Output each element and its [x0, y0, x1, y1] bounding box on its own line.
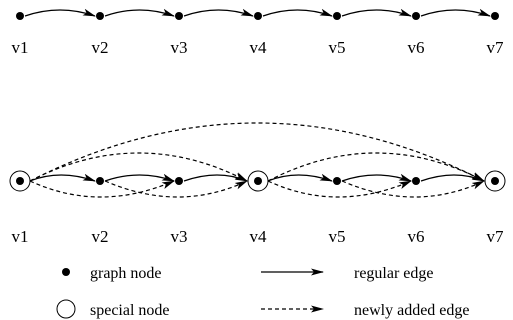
- node-v7: [491, 177, 499, 185]
- node-v5: [333, 177, 341, 185]
- edge-v5-v6: [341, 8, 412, 17]
- node-label-v3: v3: [171, 38, 188, 57]
- legend-special-node-icon: [56, 299, 76, 319]
- node-v2: [96, 12, 104, 20]
- new-edge-v4-v6: [267, 180, 412, 198]
- node-v4: [254, 12, 262, 20]
- special-ring-v7: [484, 170, 506, 192]
- node-label-v5: v5: [329, 227, 346, 246]
- node-label-v4: v4: [250, 38, 268, 57]
- edge-v3-v4: [183, 8, 254, 17]
- node-label-v6: v6: [408, 227, 425, 246]
- new-edge-v2-v4: [104, 180, 248, 198]
- legend-graph-node-icon: [62, 268, 70, 276]
- node-label-v1: v1: [12, 227, 29, 246]
- node-v7: [491, 12, 499, 20]
- special-ring-v4: [247, 170, 269, 192]
- node-label-v6: v6: [408, 38, 425, 57]
- augmented-chain-graph: v1 v2 v3 v4 v5 v6 v7: [9, 122, 506, 246]
- node-label-v2: v2: [92, 38, 109, 57]
- edge-v1-v2: [24, 8, 96, 17]
- edge-v1-v2: [29, 173, 96, 182]
- legend-graph-node-label: graph node: [90, 265, 162, 282]
- node-v3: [175, 177, 183, 185]
- legend-regular-edge-label: regular edge: [354, 265, 434, 282]
- node-v5: [333, 12, 341, 20]
- node-label-v7: v7: [487, 227, 505, 246]
- edge-v4-v5: [267, 173, 333, 182]
- node-label-v7: v7: [487, 38, 505, 57]
- node-label-v3: v3: [171, 227, 188, 246]
- edge-v5-v6: [341, 173, 412, 182]
- node-v6: [412, 177, 420, 185]
- edge-v2-v3: [104, 8, 175, 17]
- node-label-v2: v2: [92, 227, 109, 246]
- node-label-v4: v4: [250, 227, 268, 246]
- special-ring-v1: [9, 170, 31, 192]
- edge-v6-v7: [420, 8, 491, 17]
- original-chain-graph: v1 v2 v3 v4 v5 v6 v7: [12, 8, 505, 57]
- node-label-v1: v1: [12, 38, 29, 57]
- legend-special-node-label: special node: [90, 302, 170, 319]
- new-edge-v5-v7: [341, 180, 485, 198]
- new-edge-v1-v4: [29, 152, 248, 182]
- node-v6: [412, 12, 420, 20]
- node-v1: [16, 177, 24, 185]
- legend: graph node special node regular edge new…: [56, 265, 470, 319]
- legend-new-edge-label: newly added edge: [354, 302, 470, 319]
- new-edge-v4-v7: [267, 152, 485, 182]
- edge-v3-v4: [183, 173, 248, 182]
- node-label-v5: v5: [329, 38, 346, 57]
- node-v2: [96, 177, 104, 185]
- new-edge-v1-v7: [29, 122, 485, 182]
- new-edge-v1-v3: [29, 180, 175, 198]
- edge-v4-v5: [262, 8, 333, 17]
- node-v1: [16, 12, 24, 20]
- node-v4: [254, 177, 262, 185]
- edge-v2-v3: [104, 173, 175, 182]
- node-v3: [175, 12, 183, 20]
